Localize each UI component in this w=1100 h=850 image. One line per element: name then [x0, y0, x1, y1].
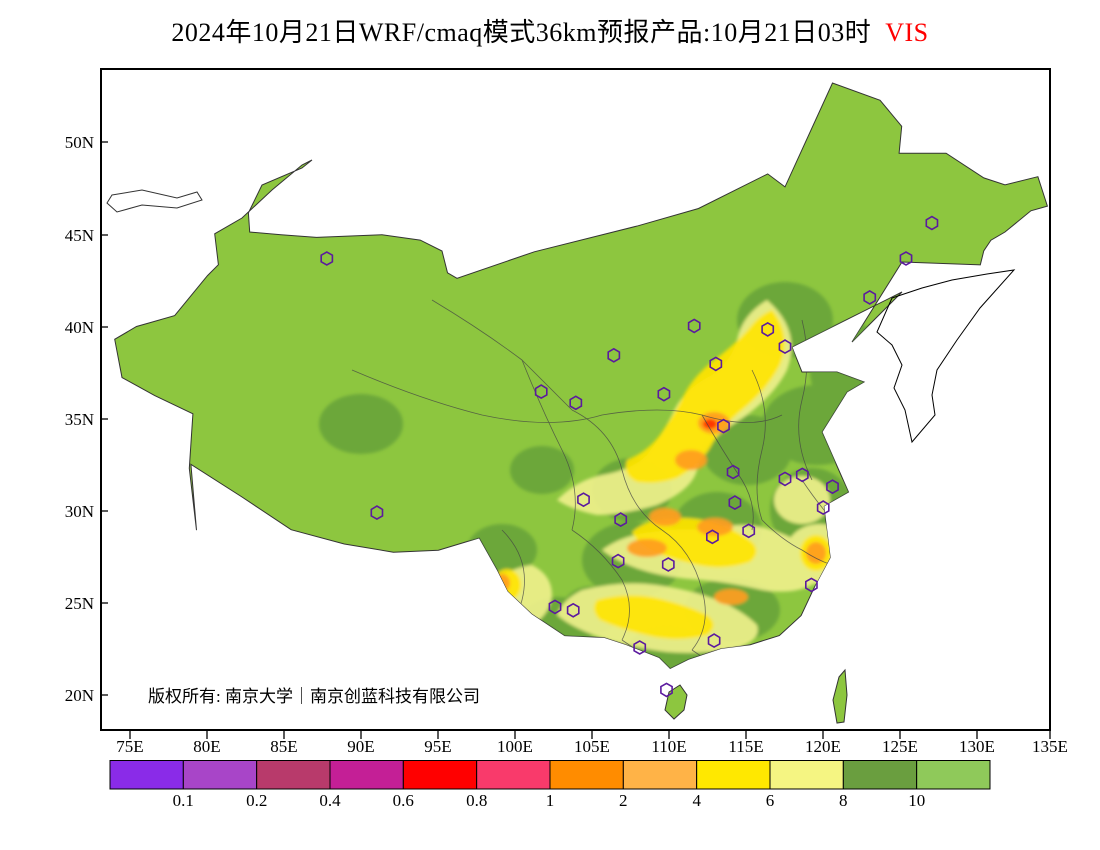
svg-text:1: 1 — [546, 791, 555, 810]
svg-text:4: 4 — [692, 791, 701, 810]
svg-text:0.1: 0.1 — [173, 791, 194, 810]
svg-text:0.2: 0.2 — [246, 791, 267, 810]
svg-text:10: 10 — [908, 791, 925, 810]
svg-text:6: 6 — [766, 791, 775, 810]
svg-text:8: 8 — [839, 791, 848, 810]
svg-text:0.8: 0.8 — [466, 791, 487, 810]
svg-text:0.6: 0.6 — [393, 791, 414, 810]
svg-text:0.4: 0.4 — [319, 791, 341, 810]
svg-text:2: 2 — [619, 791, 628, 810]
